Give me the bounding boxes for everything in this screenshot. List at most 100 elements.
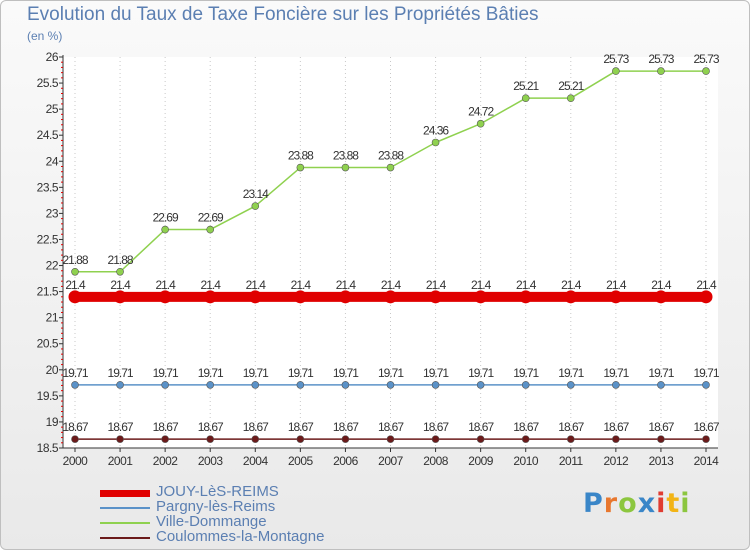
data-point <box>296 381 305 389</box>
data-point <box>521 435 530 443</box>
data-label: 21.4 <box>426 278 447 292</box>
y-tick-label: 19 <box>46 415 59 429</box>
data-point <box>431 138 440 147</box>
data-label: 19.71 <box>558 366 584 380</box>
data-point <box>564 290 578 304</box>
data-label: 18.67 <box>108 420 134 434</box>
data-point <box>251 381 260 389</box>
data-point <box>476 435 485 443</box>
data-point <box>338 290 352 304</box>
data-label: 19.71 <box>378 366 404 380</box>
data-label: 21.4 <box>291 278 312 292</box>
data-point <box>702 67 710 75</box>
legend-swatch <box>100 537 150 539</box>
data-label: 21.4 <box>65 278 86 292</box>
data-label: 19.71 <box>108 366 134 380</box>
logo-letter: i <box>680 488 691 519</box>
data-label: 21.4 <box>696 278 717 292</box>
data-label: 21.4 <box>336 278 357 292</box>
data-point <box>521 94 530 102</box>
data-point <box>341 381 350 389</box>
y-tick-label: 20 <box>46 363 59 377</box>
x-tick-label: 2009 <box>468 454 494 468</box>
data-label: 18.67 <box>513 420 539 434</box>
data-point <box>384 290 397 304</box>
data-point <box>158 290 172 304</box>
data-point <box>296 163 305 172</box>
data-point <box>248 290 262 304</box>
data-label: 21.4 <box>246 278 267 292</box>
logo-letter: x <box>637 488 657 519</box>
data-label: 25.73 <box>693 52 719 66</box>
data-point <box>206 381 215 389</box>
data-point <box>386 163 395 172</box>
data-point <box>612 381 620 389</box>
y-tick-label: 21.5 <box>37 285 59 299</box>
data-label: 18.67 <box>62 420 88 434</box>
y-tick-label: 23.5 <box>37 180 59 194</box>
data-label: 18.67 <box>423 420 449 434</box>
data-point <box>113 290 127 304</box>
data-label: 21.4 <box>201 278 222 292</box>
data-point <box>203 290 217 304</box>
data-point <box>657 381 665 389</box>
data-label: 23.14 <box>243 187 269 201</box>
data-label: 25.21 <box>513 79 539 93</box>
data-point <box>116 435 124 443</box>
data-point <box>612 435 620 443</box>
y-tick-label: 26 <box>46 50 59 64</box>
data-point <box>521 381 530 389</box>
x-tick-label: 2002 <box>153 454 179 468</box>
y-tick-label: 25.5 <box>37 76 59 90</box>
data-label: 18.67 <box>288 420 314 434</box>
data-label: 23.88 <box>378 149 404 163</box>
logo-letter: P <box>583 488 604 519</box>
data-label: 19.71 <box>288 366 314 380</box>
x-tick-label: 2000 <box>63 454 89 468</box>
logo-letter: o <box>618 488 638 519</box>
data-point <box>476 381 485 389</box>
data-label: 25.21 <box>558 79 584 93</box>
data-label: 25.73 <box>648 52 674 66</box>
data-label: 19.71 <box>333 366 359 380</box>
data-point <box>702 381 710 389</box>
data-point <box>116 381 124 389</box>
y-tick-label: 25 <box>46 102 59 116</box>
x-tick-label: 2014 <box>694 454 720 468</box>
data-label: 24.36 <box>423 123 449 137</box>
data-label: 18.67 <box>153 420 179 434</box>
data-point <box>71 267 79 276</box>
data-point <box>609 290 623 304</box>
data-point <box>429 290 443 304</box>
data-point <box>431 381 440 389</box>
data-label: 22.69 <box>198 211 224 225</box>
data-label: 18.67 <box>333 420 359 434</box>
data-label: 23.88 <box>333 149 359 163</box>
data-label: 21.4 <box>155 278 176 292</box>
data-label: 18.67 <box>558 420 584 434</box>
data-point <box>161 381 169 389</box>
data-point <box>566 381 575 389</box>
y-tick-label: 22 <box>46 259 59 273</box>
x-tick-label: 2004 <box>243 454 269 468</box>
data-label: 24.72 <box>468 105 494 119</box>
legend-swatch <box>100 490 150 497</box>
data-label: 21.4 <box>381 278 402 292</box>
data-point <box>251 435 260 443</box>
chart-title: Evolution du Taux de Taxe Foncière sur l… <box>27 4 539 25</box>
data-label: 19.71 <box>62 366 88 380</box>
data-label: 23.88 <box>288 149 314 163</box>
data-point <box>566 435 575 443</box>
data-label: 21.4 <box>110 278 131 292</box>
y-tick-label: 24 <box>46 154 59 168</box>
unit-label: (en %) <box>27 29 63 43</box>
data-label: 18.67 <box>198 420 224 434</box>
data-label: 19.71 <box>423 366 449 380</box>
data-point <box>612 67 620 75</box>
data-point <box>519 290 533 304</box>
legend-label: Coulommes-la-Montagne <box>156 528 325 545</box>
data-point <box>699 290 713 304</box>
legend-label: Ville-Dommange <box>156 513 267 530</box>
data-label: 19.71 <box>198 366 224 380</box>
